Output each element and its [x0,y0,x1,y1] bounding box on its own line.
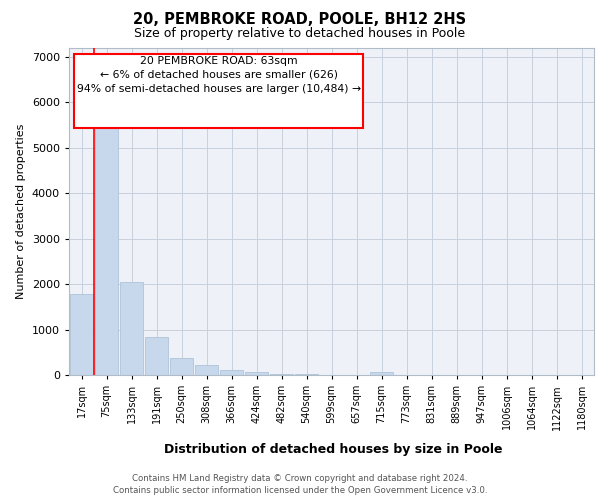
Bar [370,372,393,375]
Bar [95,114,118,375]
Bar [270,374,293,375]
Text: 20 PEMBROKE ROAD: 63sqm
← 6% of detached houses are smaller (626)
94% of semi-de: 20 PEMBROKE ROAD: 63sqm ← 6% of detached… [77,56,361,94]
Bar [120,282,143,375]
Bar [220,370,243,375]
Bar [195,365,218,375]
Text: Size of property relative to detached houses in Poole: Size of property relative to detached ho… [134,28,466,40]
Text: Distribution of detached houses by size in Poole: Distribution of detached houses by size … [164,442,502,456]
Bar [170,358,193,375]
Y-axis label: Number of detached properties: Number of detached properties [16,124,26,299]
Bar [295,374,318,375]
Bar [145,337,168,375]
Text: 20, PEMBROKE ROAD, POOLE, BH12 2HS: 20, PEMBROKE ROAD, POOLE, BH12 2HS [133,12,467,28]
Text: Contains public sector information licensed under the Open Government Licence v3: Contains public sector information licen… [113,486,487,495]
Bar [245,372,268,375]
FancyBboxPatch shape [74,54,363,128]
Bar [70,294,93,375]
Text: Contains HM Land Registry data © Crown copyright and database right 2024.: Contains HM Land Registry data © Crown c… [132,474,468,483]
